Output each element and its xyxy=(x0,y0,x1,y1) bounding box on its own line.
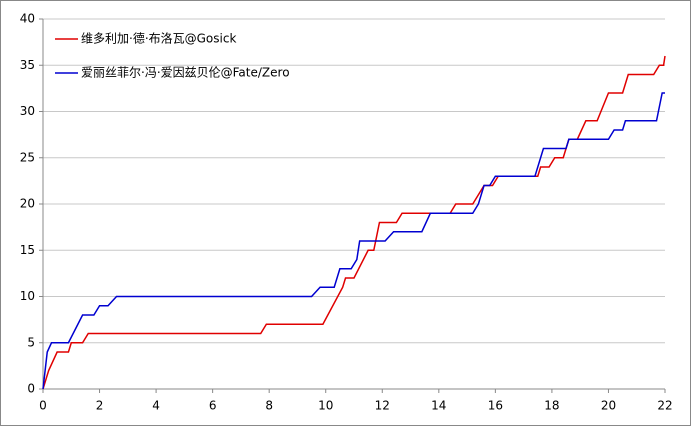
y-tick-label: 40 xyxy=(20,12,35,26)
y-tick-label: 5 xyxy=(27,335,35,349)
legend-label: 爱丽丝菲尔·冯·爱因兹贝伦@Fate/Zero xyxy=(81,65,290,80)
x-tick-label: 20 xyxy=(601,399,616,413)
y-tick-label: 15 xyxy=(20,243,35,257)
x-tick-label: 4 xyxy=(152,399,160,413)
x-tick-label: 18 xyxy=(544,399,559,413)
x-tick-label: 22 xyxy=(657,399,672,413)
legend-label: 维多利加·德·布洛瓦@Gosick xyxy=(81,31,236,46)
series-line xyxy=(42,55,666,390)
x-tick-label: 8 xyxy=(265,399,273,413)
x-tick-label: 10 xyxy=(318,399,333,413)
x-tick-label: 14 xyxy=(431,399,446,413)
y-tick-label: 30 xyxy=(20,104,35,118)
x-tick-label: 2 xyxy=(96,399,104,413)
y-tick-label: 20 xyxy=(20,197,35,211)
x-tick-label: 0 xyxy=(39,399,47,413)
x-tick-label: 6 xyxy=(209,399,217,413)
y-tick-label: 0 xyxy=(27,382,35,396)
series-line xyxy=(42,92,665,390)
y-tick-label: 10 xyxy=(20,289,35,303)
y-tick-label: 35 xyxy=(20,58,35,72)
y-tick-label: 25 xyxy=(20,150,35,164)
x-tick-label: 16 xyxy=(488,399,503,413)
x-tick-label: 12 xyxy=(375,399,390,413)
